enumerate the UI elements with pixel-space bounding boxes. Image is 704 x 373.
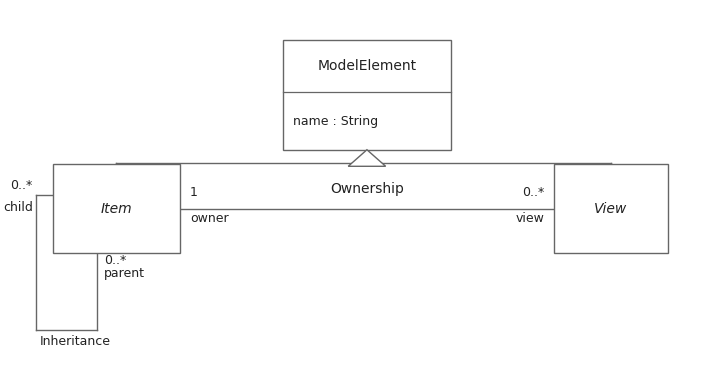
Bar <box>53 164 180 253</box>
Text: Inheritance: Inheritance <box>39 335 111 348</box>
Text: 0..*: 0..* <box>522 186 544 199</box>
Text: 1: 1 <box>190 186 198 199</box>
Text: Ownership: Ownership <box>330 182 404 196</box>
Polygon shape <box>348 150 386 166</box>
Bar <box>554 164 668 253</box>
Text: child: child <box>3 201 32 214</box>
Text: parent: parent <box>104 267 145 280</box>
Text: View: View <box>594 201 627 216</box>
Text: owner: owner <box>190 212 228 225</box>
Text: 0..*: 0..* <box>104 254 126 267</box>
Text: 0..*: 0..* <box>11 179 32 192</box>
Text: Item: Item <box>101 201 132 216</box>
Bar <box>284 40 451 150</box>
Text: ModelElement: ModelElement <box>318 59 417 73</box>
Text: view: view <box>515 212 544 225</box>
Text: name : String: name : String <box>294 115 379 128</box>
